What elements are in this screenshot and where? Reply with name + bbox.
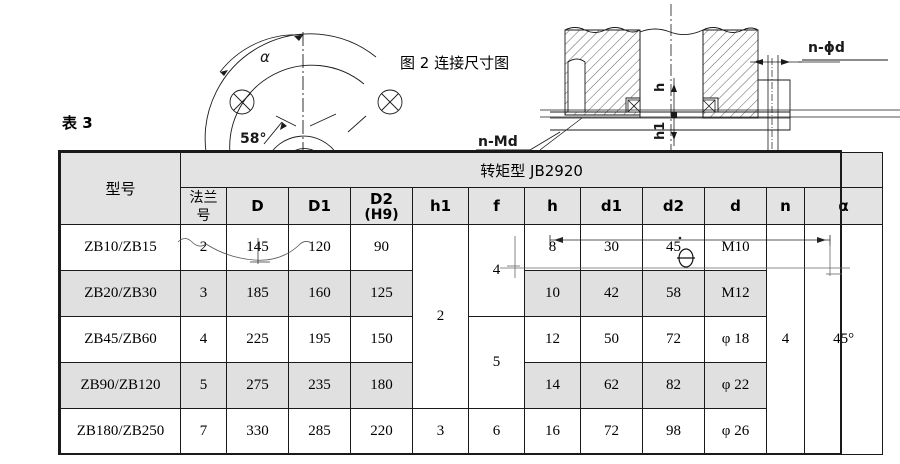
spec-table-wrapper: 型号 转矩型 JB2920 法兰 号 D D1 D2 (H9) h1 f h d… [58,150,884,455]
cell-model: ZB90/ZB120 [60,362,181,409]
header-model: 型号 [60,152,181,225]
cell-d2: 58 [642,270,705,317]
header-n: n [766,187,805,225]
cell-flange: 5 [180,362,227,409]
cell-D1: 120 [288,224,351,271]
cell-d2: 45 [642,224,705,271]
cell-n-merged: 4 [766,224,805,455]
table-row: ZB90/ZB120 5 275 235 180 14 62 82 φ 22 [60,362,883,409]
header-h1: h1 [412,187,469,225]
cell-h1-merged: 2 [412,224,469,409]
cell-D: 275 [226,362,289,409]
cell-D2: 90 [350,224,413,271]
svg-text:58°: 58° [240,131,266,147]
cell-D: 145 [226,224,289,271]
cell-d1: 30 [580,224,643,271]
cell-model: ZB20/ZB30 [60,270,181,317]
cell-h: 16 [524,408,581,455]
cell-D2: 125 [350,270,413,317]
table-row: ZB180/ZB250 7 330 285 220 3 6 16 72 98 φ… [60,408,883,455]
header-h: h [524,187,581,225]
cell-alpha-merged: 45° [803,224,884,455]
cell-D1: 285 [288,408,351,455]
cell-d2: 82 [642,362,705,409]
svg-text:n-Md: n-Md [478,134,518,150]
header-D1: D1 [288,187,351,225]
cell-model: ZB10/ZB15 [60,224,181,271]
cell-model: ZB180/ZB250 [60,408,181,455]
cell-D1: 235 [288,362,351,409]
cell-f-merged: 5 [468,316,525,409]
cell-d: φ 26 [704,408,767,455]
cell-D1: 195 [288,316,351,363]
cell-model: ZB45/ZB60 [60,316,181,363]
svg-text:h: h [653,83,668,92]
flange-section-view: n-ϕd h h1 [540,4,900,152]
cell-d: M10 [704,224,767,271]
cell-flange: 2 [180,224,227,271]
cell-D: 185 [226,270,289,317]
flange-face-view: α 58° [204,32,403,169]
svg-text:n-ϕd: n-ϕd [808,40,845,56]
cell-h1: 3 [412,408,469,455]
table-row: ZB10/ZB15 2 145 120 90 2 4 8 30 45 M10 4… [60,224,884,455]
header-flange-no-line1: 法兰 [189,190,218,206]
header-d2: d2 [642,187,705,225]
table-header-row: 法兰 号 D D1 D2 (H9) h1 f h d1 d2 d n α [61,187,884,225]
cell-h: 12 [524,316,581,363]
header-flange-no: 法兰 号 [180,187,227,225]
table-caption: 表 3 [62,114,93,132]
cell-h: 10 [524,270,581,317]
svg-text:h1: h1 [653,122,668,140]
cell-D2: 180 [350,362,413,409]
table-row: ZB45/ZB60 4 225 195 150 5 12 50 72 φ 18 [60,316,883,409]
header-D: D [226,187,289,225]
cell-d1: 62 [580,362,643,409]
cell-flange: 4 [180,316,227,363]
cell-flange: 7 [180,408,227,455]
header-alpha: α [803,187,884,225]
cell-d1: 50 [580,316,643,363]
table-group-header-row: 型号 转矩型 JB2920 [60,152,884,225]
cell-D2: 150 [350,316,413,363]
header-flange-no-line2: 号 [196,208,211,224]
svg-text:α: α [260,48,270,66]
cell-d2: 72 [642,316,705,363]
cell-f: 6 [468,408,525,455]
cell-d1: 42 [580,270,643,317]
cell-flange: 3 [180,270,227,317]
cell-D1: 160 [288,270,351,317]
header-torque-group: 转矩型 JB2920 [179,152,884,188]
header-D2-main: D2 [370,189,393,208]
cell-d: φ 22 [704,362,767,409]
header-f: f [468,187,525,225]
connection-dimension-table: 型号 转矩型 JB2920 法兰 号 D D1 D2 (H9) h1 f h d… [60,152,884,455]
figure-caption: 图 2 连接尺寸图 [400,54,510,72]
cell-d: M12 [704,270,767,317]
table-row: ZB20/ZB30 3 185 160 125 10 42 58 M12 [60,270,883,317]
header-d1: d1 [580,187,643,225]
cell-h: 14 [524,362,581,409]
cell-d1: 72 [580,408,643,455]
cell-D: 225 [226,316,289,363]
header-D2-tolerance: (H9) [364,206,399,223]
cell-d: φ 18 [704,316,767,363]
cell-D: 330 [226,408,289,455]
header-D2: D2 (H9) [350,187,413,225]
header-d: d [704,187,767,225]
cell-D2: 220 [350,408,413,455]
cell-f-merged: 4 [468,224,525,317]
cell-h: 8 [524,224,581,271]
cell-d2: 98 [642,408,705,455]
